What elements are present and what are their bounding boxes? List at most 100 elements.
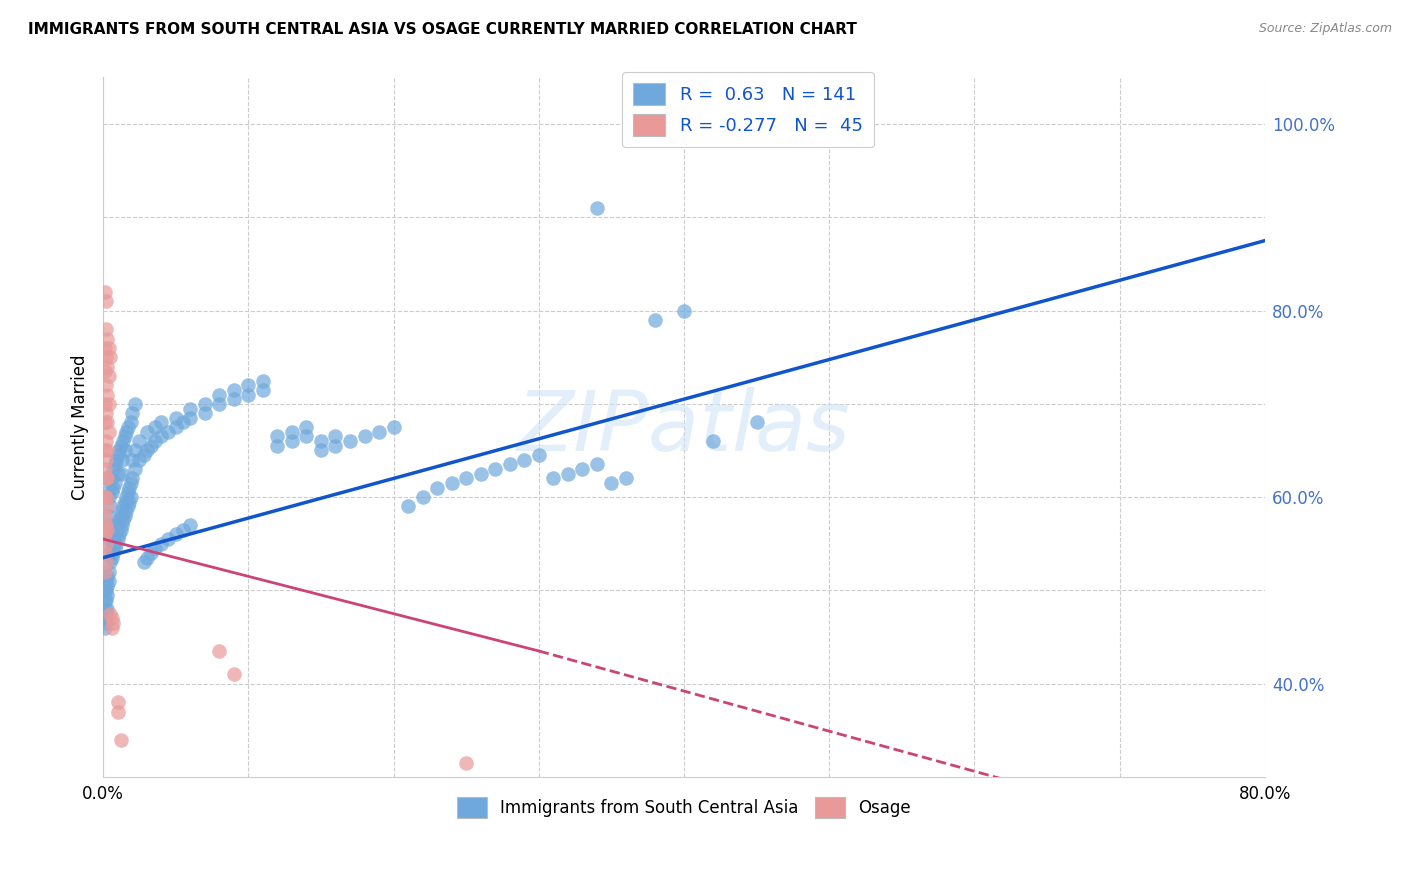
Point — [93, 602, 115, 616]
Point — [132, 555, 155, 569]
Point — [309, 434, 332, 449]
Point — [96, 532, 118, 546]
Point — [110, 439, 132, 453]
Point — [101, 550, 124, 565]
Point — [100, 607, 122, 621]
Point — [93, 364, 115, 378]
Point — [172, 416, 194, 430]
Point — [499, 458, 522, 472]
Point — [97, 397, 120, 411]
Point — [94, 555, 117, 569]
Point — [139, 546, 162, 560]
Point — [93, 285, 115, 299]
Point — [96, 500, 118, 514]
Point — [179, 518, 201, 533]
Point — [208, 644, 231, 658]
Point — [100, 546, 122, 560]
Point — [96, 443, 118, 458]
Point — [105, 537, 128, 551]
Point — [93, 443, 115, 458]
Point — [139, 439, 162, 453]
Point — [94, 583, 117, 598]
Point — [100, 518, 122, 533]
Point — [101, 485, 124, 500]
Point — [396, 500, 419, 514]
Point — [96, 332, 118, 346]
Point — [266, 429, 288, 443]
Point — [103, 546, 125, 560]
Point — [121, 452, 143, 467]
Point — [135, 425, 157, 439]
Point — [93, 546, 115, 560]
Point — [94, 471, 117, 485]
Point — [105, 452, 128, 467]
Point — [128, 434, 150, 449]
Point — [100, 500, 122, 514]
Point — [104, 527, 127, 541]
Point — [111, 452, 134, 467]
Point — [97, 471, 120, 485]
Point — [112, 500, 135, 514]
Point — [222, 667, 245, 681]
Point — [93, 508, 115, 523]
Point — [252, 383, 274, 397]
Point — [179, 401, 201, 416]
Point — [94, 350, 117, 364]
Point — [97, 341, 120, 355]
Point — [108, 513, 131, 527]
Point — [101, 471, 124, 485]
Point — [132, 448, 155, 462]
Point — [97, 565, 120, 579]
Point — [114, 429, 136, 443]
Point — [702, 434, 724, 449]
Text: Source: ZipAtlas.com: Source: ZipAtlas.com — [1258, 22, 1392, 36]
Point — [440, 476, 463, 491]
Point — [94, 294, 117, 309]
Point — [557, 467, 579, 481]
Point — [97, 490, 120, 504]
Point — [101, 541, 124, 556]
Point — [115, 425, 138, 439]
Point — [112, 513, 135, 527]
Point — [124, 462, 146, 476]
Point — [97, 425, 120, 439]
Point — [94, 406, 117, 420]
Point — [96, 387, 118, 401]
Point — [108, 527, 131, 541]
Point — [93, 462, 115, 476]
Point — [135, 443, 157, 458]
Point — [114, 495, 136, 509]
Point — [107, 705, 129, 719]
Point — [309, 443, 332, 458]
Point — [103, 537, 125, 551]
Point — [93, 527, 115, 541]
Point — [103, 462, 125, 476]
Point — [118, 481, 141, 495]
Point — [150, 416, 173, 430]
Point — [295, 429, 318, 443]
Point — [117, 485, 139, 500]
Point — [281, 434, 304, 449]
Point — [120, 416, 142, 430]
Point — [115, 490, 138, 504]
Point — [94, 607, 117, 621]
Point — [128, 452, 150, 467]
Point — [94, 452, 117, 467]
Point — [111, 518, 134, 533]
Point — [124, 397, 146, 411]
Point — [165, 420, 187, 434]
Point — [96, 579, 118, 593]
Point — [614, 471, 637, 485]
Point — [94, 574, 117, 588]
Point — [672, 303, 695, 318]
Point — [107, 695, 129, 709]
Point — [585, 458, 607, 472]
Point — [543, 471, 565, 485]
Point — [118, 495, 141, 509]
Point — [103, 615, 125, 630]
Y-axis label: Currently Married: Currently Married — [72, 354, 89, 500]
Point — [513, 452, 536, 467]
Point — [325, 429, 347, 443]
Point — [484, 462, 506, 476]
Point — [100, 350, 122, 364]
